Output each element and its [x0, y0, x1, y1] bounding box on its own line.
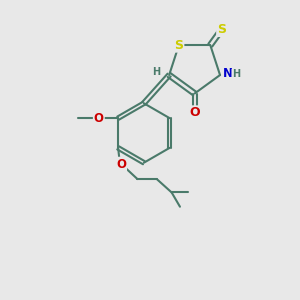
Text: N: N	[223, 67, 233, 80]
Text: H: H	[152, 67, 160, 77]
Text: O: O	[116, 158, 126, 171]
Text: S: S	[217, 23, 226, 36]
Text: H: H	[232, 69, 240, 80]
Text: S: S	[174, 39, 183, 52]
Text: O: O	[94, 112, 104, 124]
Text: O: O	[189, 106, 200, 119]
